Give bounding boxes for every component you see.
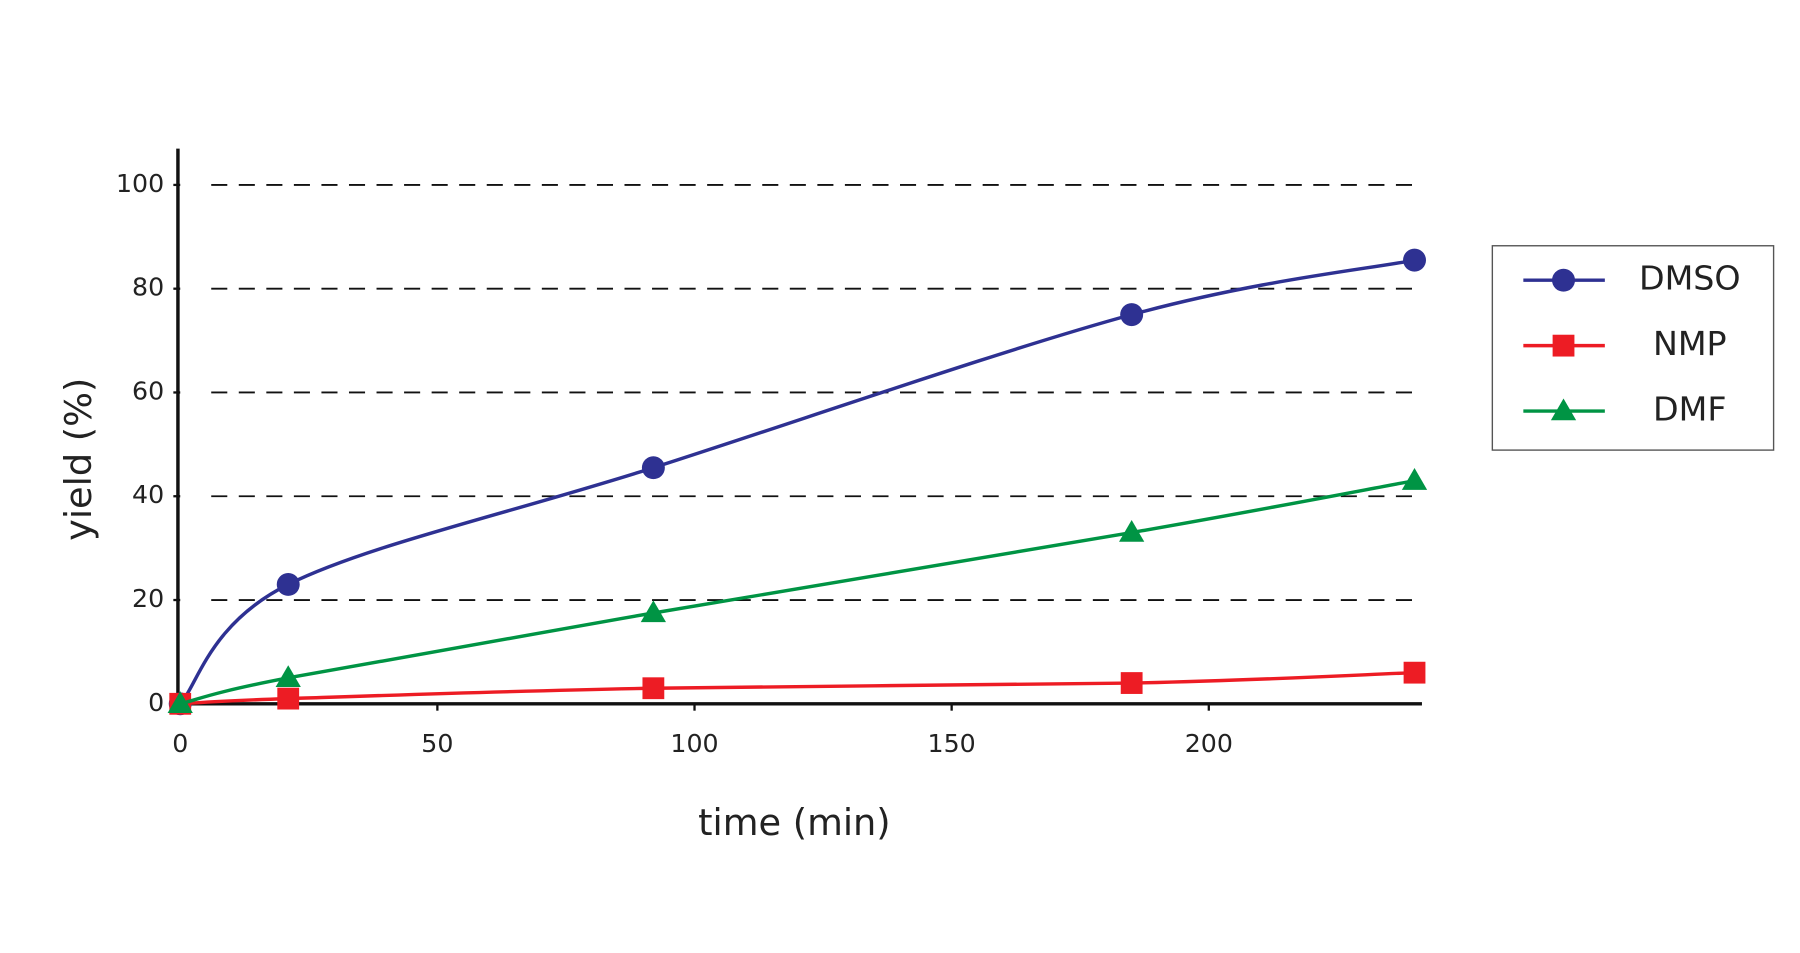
data-point bbox=[1119, 519, 1145, 542]
y-axis-label: yield (%) bbox=[57, 378, 100, 541]
data-point bbox=[642, 677, 665, 700]
legend-marker bbox=[1552, 334, 1575, 357]
data-point bbox=[1120, 672, 1143, 694]
x-axis-label: time (min) bbox=[698, 801, 891, 844]
y-tick-label: 100 bbox=[116, 169, 164, 198]
data-point bbox=[1403, 661, 1426, 684]
data-point bbox=[640, 600, 666, 623]
y-tick-label: 80 bbox=[132, 273, 164, 302]
data-point bbox=[275, 665, 301, 688]
series-line bbox=[178, 258, 1415, 705]
x-tick-label: 150 bbox=[928, 729, 976, 758]
legend-label: DMF bbox=[1653, 390, 1727, 429]
data-point bbox=[277, 687, 300, 710]
data-point bbox=[167, 691, 193, 713]
data-point bbox=[641, 456, 665, 480]
data-point bbox=[1401, 468, 1428, 490]
legend-marker bbox=[1552, 268, 1575, 292]
x-tick-label: 200 bbox=[1185, 729, 1233, 758]
legend-marker bbox=[1550, 398, 1577, 421]
data-point bbox=[1120, 303, 1144, 327]
x-tick-label: 0 bbox=[172, 729, 188, 758]
x-tick-label: 100 bbox=[670, 729, 718, 758]
series-line bbox=[179, 478, 1415, 706]
data-point bbox=[276, 572, 300, 596]
x-tick-label: 50 bbox=[421, 729, 453, 758]
y-tick-label: 60 bbox=[132, 376, 164, 405]
y-tick-label: 40 bbox=[132, 480, 164, 509]
data-point bbox=[1403, 248, 1426, 272]
y-tick-label: 20 bbox=[132, 584, 164, 613]
series-line bbox=[180, 670, 1415, 706]
y-tick-label: 0 bbox=[148, 688, 164, 717]
legend-label: DMSO bbox=[1639, 259, 1741, 298]
legend-label: NMP bbox=[1653, 324, 1727, 363]
